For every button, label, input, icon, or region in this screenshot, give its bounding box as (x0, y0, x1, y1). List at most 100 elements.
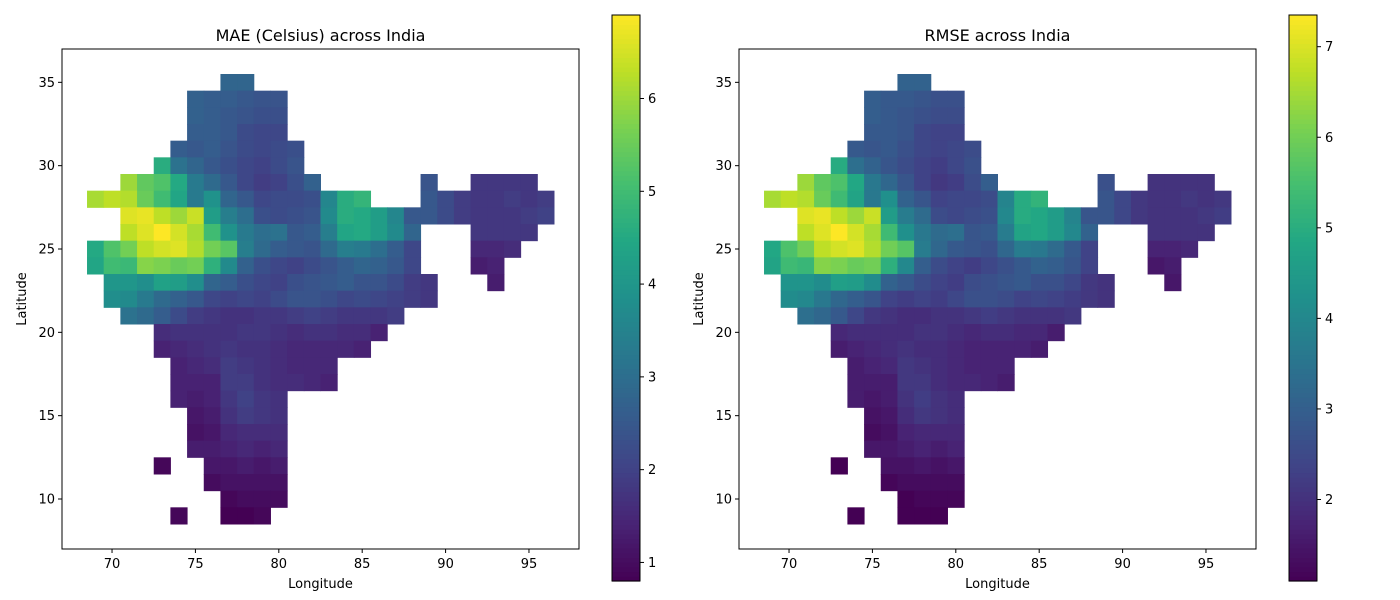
heatmap-cell (237, 490, 255, 508)
heatmap-cell (237, 424, 255, 442)
colorbar-gradient-step (612, 128, 640, 134)
heatmap-cell (947, 307, 965, 325)
colorbar-gradient-step (1289, 425, 1317, 431)
colorbar-gradient-step (1289, 260, 1317, 266)
heatmap-cell (137, 257, 155, 275)
heatmap-cell (503, 174, 522, 192)
heatmap-cell (287, 190, 305, 208)
heatmap-cell (387, 207, 405, 225)
heatmap-cell (997, 240, 1015, 258)
heatmap-cell (914, 357, 932, 375)
heatmap-cell (864, 407, 882, 425)
heatmap-cell (303, 274, 321, 292)
heatmap-cell (253, 224, 271, 242)
heatmap-cell (1197, 174, 1215, 192)
heatmap-cell (403, 240, 422, 258)
heatmap-cell (880, 474, 898, 492)
heatmap-cell (187, 274, 205, 292)
heatmap-cell (253, 157, 271, 175)
colorbar-gradient-step (1289, 123, 1317, 129)
heatmap-cell (253, 474, 271, 492)
heatmap-cell (153, 257, 171, 275)
heatmap-cell (847, 240, 865, 258)
heatmap-cell (303, 357, 321, 375)
colorbar-gradient-step (1289, 118, 1317, 125)
heatmap-cell (203, 407, 221, 425)
colorbar-gradient-step (612, 557, 640, 563)
heatmap-cell (947, 390, 965, 408)
heatmap-cell (764, 240, 782, 258)
heatmap-cell (964, 140, 982, 158)
heatmap-cell (387, 240, 405, 258)
heatmap-cell (237, 340, 255, 358)
colorbar-gradient-step (1289, 71, 1317, 77)
colorbar-tick-label: 4 (648, 278, 656, 293)
heatmap-cell (1064, 274, 1082, 292)
x-axis-ticks: 70 75 80 85 90 95 (781, 549, 1214, 572)
heatmap-cell (270, 307, 288, 325)
colorbar-gradient-step (612, 269, 640, 276)
x-tick-label: 85 (354, 557, 371, 572)
heatmap-cell (253, 407, 271, 425)
heatmap-cell (880, 424, 898, 442)
heatmap-cell (137, 224, 155, 242)
heatmap-cell (303, 374, 321, 392)
heatmap-cell (1114, 207, 1132, 225)
heatmap-cell (897, 207, 915, 225)
heatmap-cell (220, 457, 238, 475)
heatmap-cell (253, 174, 271, 192)
colorbar-gradient-step (612, 331, 640, 337)
colorbar-gradient-step (1289, 486, 1317, 492)
heatmap-cell (487, 174, 505, 192)
heatmap-cell (287, 207, 305, 225)
heatmap-cell (797, 290, 815, 308)
heatmap-cell (947, 474, 965, 492)
heatmap-cell (1097, 190, 1115, 208)
y-tick-label: 15 (38, 409, 55, 424)
heatmap-cell (830, 240, 848, 258)
colorbar-gradient-step (1289, 137, 1317, 143)
colorbar-gradient-step (1289, 255, 1317, 261)
heatmap-cell (420, 190, 438, 208)
colorbar-gradient-step (612, 519, 640, 525)
colorbar-gradient-step (612, 217, 640, 224)
heatmap-cell (997, 290, 1015, 308)
heatmap-cell (1014, 340, 1032, 358)
heatmap-cell (387, 290, 405, 308)
heatmap-cell (864, 207, 882, 225)
heatmap-cell (203, 107, 221, 125)
heatmap-cell (864, 290, 882, 308)
heatmap-cell (237, 224, 255, 242)
heatmap-cell (947, 374, 965, 392)
heatmap-cell (237, 474, 255, 492)
heatmap-cell (880, 340, 898, 358)
heatmap-cell (897, 474, 915, 492)
colorbar-gradient-step (612, 562, 640, 568)
heatmap-cell (914, 390, 932, 408)
heatmap-cell (997, 357, 1015, 375)
heatmap-cell (120, 307, 138, 325)
heatmap-cell (864, 224, 882, 242)
heatmap-cell (897, 224, 915, 242)
heatmap-cell (964, 257, 982, 275)
heatmap-cell (1197, 224, 1215, 242)
colorbar-gradient-step (1289, 293, 1317, 299)
colorbar-gradient-step (1289, 147, 1317, 153)
heatmap-cell (914, 490, 932, 508)
heatmap-cell (403, 257, 422, 275)
colorbar-gradient-step (612, 576, 640, 582)
colorbar-frame (1288, 14, 1318, 582)
colorbar-gradient-step (612, 170, 640, 176)
heatmap-cell (137, 207, 155, 225)
colorbar-gradient-step (1289, 33, 1317, 40)
heatmap-cell (353, 257, 372, 275)
heatmap-cell (453, 207, 472, 225)
heatmap-cell (864, 324, 882, 342)
heatmap-cell (187, 174, 205, 192)
heatmap-cell (914, 324, 932, 342)
colorbar-gradient-step (612, 481, 640, 488)
colorbar-gradient-step (612, 566, 640, 573)
heatmap-cell (353, 340, 372, 358)
heatmap-cell (1064, 257, 1082, 275)
heatmap-cell (1014, 257, 1032, 275)
